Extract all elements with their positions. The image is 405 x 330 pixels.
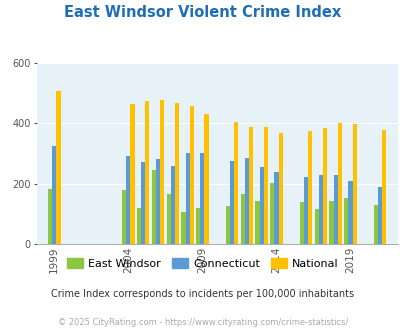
Bar [122, 190, 126, 244]
Bar [141, 162, 145, 244]
Bar [244, 158, 248, 244]
Bar [322, 128, 326, 244]
Bar [160, 100, 164, 244]
Bar [314, 209, 318, 244]
Text: © 2025 CityRating.com - https://www.cityrating.com/crime-statistics/: © 2025 CityRating.com - https://www.city… [58, 318, 347, 327]
Bar [56, 90, 60, 244]
Bar [170, 166, 175, 244]
Bar [196, 208, 200, 244]
Bar [343, 198, 347, 244]
Bar [377, 187, 381, 244]
Bar [48, 189, 52, 244]
Bar [145, 101, 149, 244]
Bar [175, 103, 179, 244]
Text: East Windsor Violent Crime Index: East Windsor Violent Crime Index [64, 5, 341, 20]
Bar [130, 104, 134, 244]
Bar [166, 194, 170, 244]
Text: Crime Index corresponds to incidents per 100,000 inhabitants: Crime Index corresponds to incidents per… [51, 289, 354, 299]
Bar [200, 153, 204, 244]
Bar [303, 177, 307, 244]
Bar [225, 206, 229, 244]
Bar [373, 206, 377, 244]
Legend: East Windsor, Connecticut, National: East Windsor, Connecticut, National [62, 254, 343, 273]
Bar [248, 127, 252, 244]
Bar [263, 127, 267, 244]
Bar [333, 175, 337, 244]
Bar [229, 161, 234, 244]
Bar [126, 155, 130, 244]
Bar [52, 146, 56, 244]
Bar [328, 201, 333, 244]
Bar [259, 167, 263, 244]
Bar [352, 124, 356, 244]
Bar [240, 194, 244, 244]
Bar [299, 202, 303, 244]
Bar [181, 212, 185, 244]
Bar [189, 106, 193, 244]
Bar [381, 130, 386, 244]
Bar [234, 122, 238, 244]
Bar [151, 170, 156, 244]
Bar [337, 123, 341, 244]
Bar [156, 159, 160, 244]
Bar [318, 175, 322, 244]
Bar [278, 133, 282, 244]
Bar [136, 208, 141, 244]
Bar [274, 172, 278, 244]
Bar [347, 181, 352, 244]
Bar [270, 183, 274, 244]
Bar [204, 114, 208, 244]
Bar [255, 201, 259, 244]
Bar [185, 153, 189, 244]
Bar [307, 131, 311, 244]
